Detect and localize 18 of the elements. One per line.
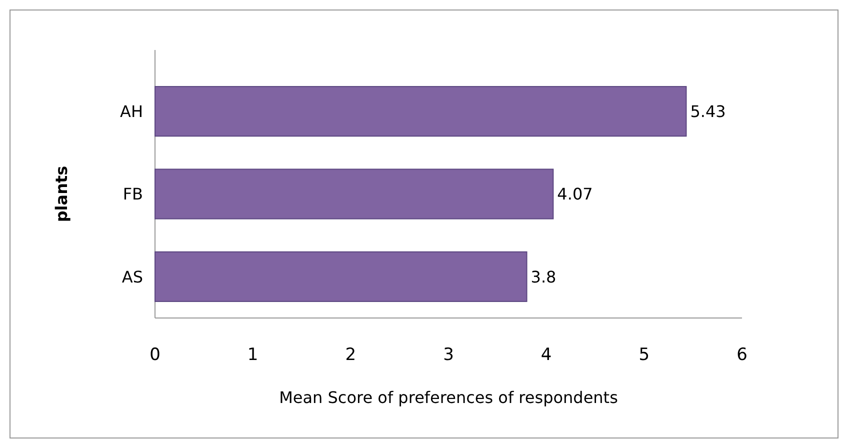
data-label: 3.8 [530,267,556,286]
data-label: 4.07 [557,184,593,204]
x-tick-label: 0 [150,345,160,365]
x-axis-title: Mean Score of preferences of respondents [279,388,618,407]
bar [154,86,687,137]
x-tick-label: 4 [540,345,552,365]
x-tick-label: 1 [247,345,258,365]
x-tick-label: 5 [638,345,650,365]
y-tick-label: AS [122,267,143,286]
x-tick-label: 3 [443,345,454,365]
y-tick-label: AH [120,102,143,121]
x-tick-label: 2 [345,345,356,365]
bar [154,251,528,302]
bar [154,168,554,220]
x-tick-label: 6 [736,345,748,365]
data-label: 5.43 [690,102,726,121]
y-tick-label: FB [122,184,143,204]
y-axis-title: plants [52,166,71,222]
